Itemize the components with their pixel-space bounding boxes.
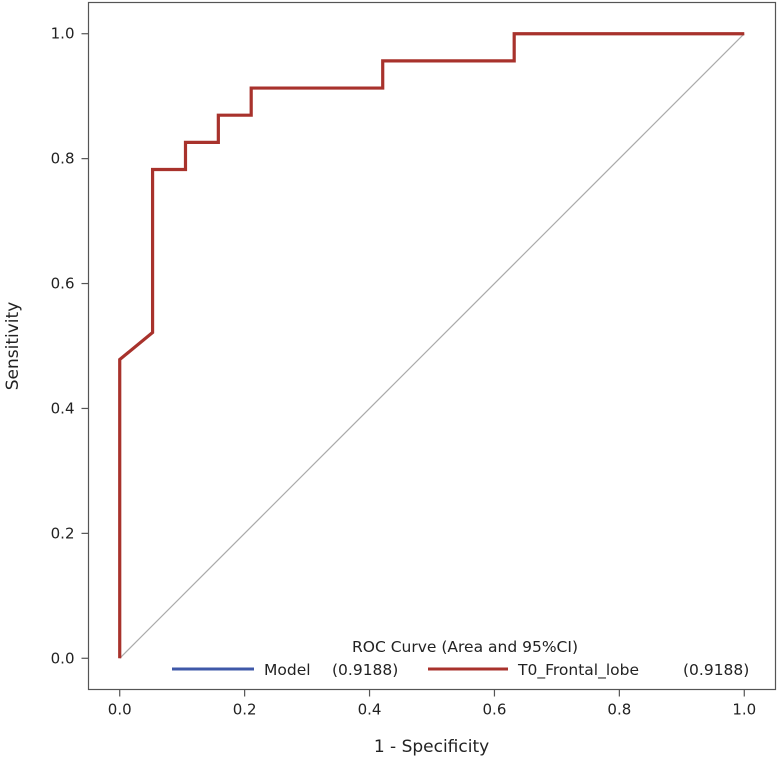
plot-frame (87, 1, 777, 691)
y-tick-label: 0.4 (51, 399, 75, 417)
series-line-t0-frontal-lobe (118, 32, 745, 659)
x-tick-label: 0.8 (607, 701, 631, 719)
legend-label-model: Model (264, 661, 311, 679)
x-tick-label: 1.0 (732, 701, 756, 719)
legend-value-model: (0.9188) (332, 661, 398, 679)
plot-area (118, 32, 745, 659)
y-tick-label: 0.2 (51, 524, 75, 542)
legend-title: ROC Curve (Area and 95%CI) (352, 638, 578, 656)
y-axis-title: Sensitivity (3, 302, 23, 391)
y-tick-label: 1.0 (51, 25, 75, 43)
legend: ROC Curve (Area and 95%CI) Model (0.9188… (172, 638, 749, 680)
y-tick-label: 0.8 (51, 150, 75, 168)
x-tick-label: 0.0 (108, 701, 132, 719)
x-tick-label: 0.2 (233, 701, 257, 719)
y-tick-label: 0.0 (51, 649, 75, 667)
x-axis: 0.0 0.2 0.4 0.6 0.8 1.0 (108, 689, 756, 719)
x-axis-title: 1 - Specificity (374, 737, 489, 757)
legend-value-t0-frontal-lobe: (0.9188) (683, 661, 749, 679)
x-tick-label: 0.4 (358, 701, 382, 719)
y-tick-label: 0.6 (51, 275, 75, 293)
y-axis: 0.0 0.2 0.4 0.6 0.8 1.0 (51, 25, 89, 667)
x-tick-label: 0.6 (483, 701, 507, 719)
legend-label-t0-frontal-lobe: T0_Frontal_lobe (517, 661, 639, 680)
reference-diagonal-line (119, 33, 745, 659)
